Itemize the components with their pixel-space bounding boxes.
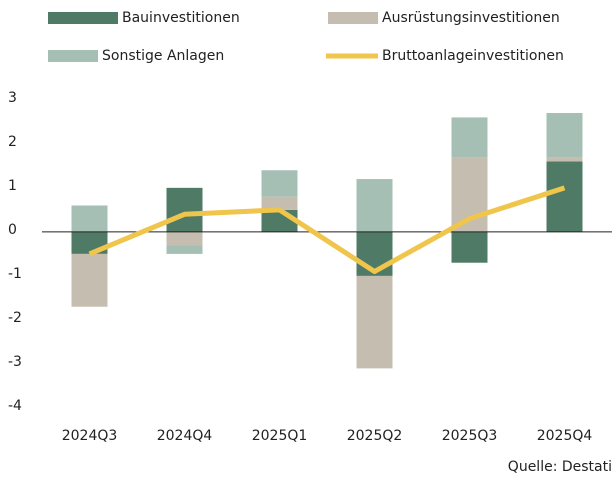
legend-swatch bbox=[328, 12, 378, 24]
bar bbox=[71, 253, 108, 307]
bar bbox=[166, 245, 203, 254]
bar bbox=[546, 113, 583, 158]
x-tick-label: 2025Q3 bbox=[442, 428, 498, 444]
bar bbox=[261, 196, 298, 210]
source: Quelle: Destati bbox=[508, 459, 612, 475]
bar bbox=[356, 275, 393, 369]
y-tick-label: -3 bbox=[8, 354, 22, 370]
y-tick-label: 0 bbox=[8, 222, 17, 238]
legend-swatch bbox=[48, 50, 98, 62]
bar bbox=[546, 157, 583, 162]
bar bbox=[166, 231, 203, 246]
bar bbox=[166, 187, 203, 232]
bar bbox=[546, 161, 583, 232]
y-tick-label: -1 bbox=[8, 266, 22, 282]
legend-swatch bbox=[48, 12, 118, 24]
y-tick-label: 1 bbox=[8, 178, 17, 194]
bar bbox=[261, 170, 298, 197]
y-tick-label: 3 bbox=[8, 90, 17, 106]
x-tick-label: 2025Q4 bbox=[537, 428, 593, 444]
legend-label: Bauinvestitionen bbox=[122, 10, 240, 26]
x-tick-label: 2024Q4 bbox=[157, 428, 213, 444]
legend-label: Bruttoanlageinvestitionen bbox=[382, 48, 564, 64]
y-tick-label: -2 bbox=[8, 310, 22, 326]
bar bbox=[451, 117, 488, 158]
legend-label: Ausrüstungsinvestitionen bbox=[382, 10, 560, 26]
x-tick-label: 2025Q1 bbox=[252, 428, 308, 444]
y-tick-label: 2 bbox=[8, 134, 17, 150]
x-tick-label: 2025Q2 bbox=[347, 428, 403, 444]
y-tick-label: -4 bbox=[8, 398, 22, 414]
x-tick-label: 2024Q3 bbox=[62, 428, 118, 444]
bar bbox=[71, 205, 108, 232]
bar bbox=[451, 231, 488, 263]
line bbox=[88, 185, 566, 275]
bar bbox=[356, 179, 393, 232]
legend-label: Sonstige Anlagen bbox=[102, 48, 224, 64]
